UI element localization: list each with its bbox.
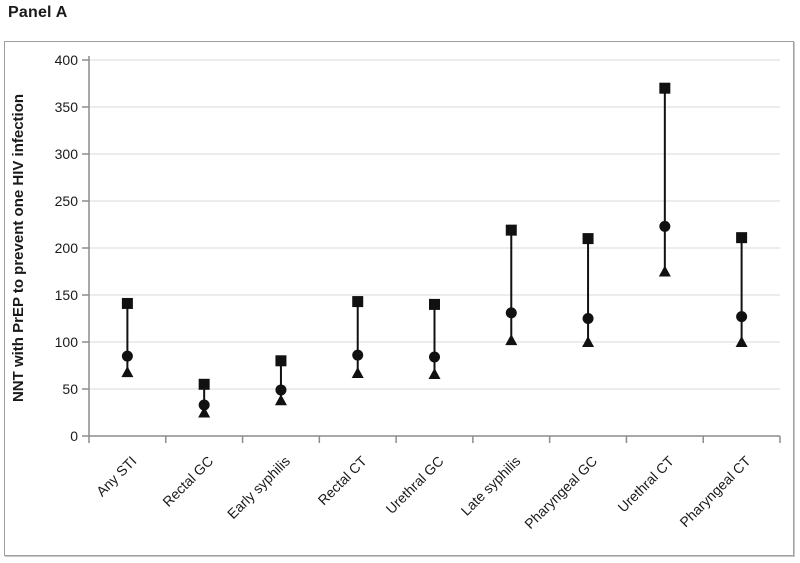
marker-triangle-lower <box>505 334 518 346</box>
x-category-label: Pharyngeal GC <box>521 453 600 532</box>
y-axis-title: NNT with PrEP to prevent one HIV infecti… <box>10 94 27 402</box>
marker-triangle-lower <box>658 265 671 277</box>
x-category-label: Urethral CT <box>614 453 677 516</box>
marker-triangle-lower <box>735 336 748 347</box>
marker-square-upper <box>121 297 133 309</box>
marker-square-upper <box>198 378 210 390</box>
marker-circle-mid <box>275 384 287 396</box>
x-category-label: Rectal GC <box>159 453 216 510</box>
y-tick-label: 300 <box>55 146 79 162</box>
marker-square-upper <box>275 355 287 367</box>
marker-square-upper <box>429 298 440 310</box>
marker-triangle-lower <box>351 367 364 379</box>
marker-triangle-lower <box>274 394 287 406</box>
y-tick-label: 400 <box>55 52 79 68</box>
marker-square-upper <box>736 232 748 244</box>
x-category-label: Pharyngeal CT <box>676 452 754 530</box>
marker-square-upper <box>352 296 364 308</box>
marker-circle-mid <box>352 349 364 361</box>
y-tick-label: 200 <box>55 240 79 256</box>
marker-square-upper <box>659 82 671 94</box>
y-tick-label: 350 <box>55 99 79 115</box>
y-tick-label: 250 <box>55 193 79 209</box>
panel-title: Panel A <box>8 4 68 21</box>
marker-circle-mid <box>429 351 440 363</box>
x-category-label: Early syphilis <box>224 453 293 522</box>
marker-circle-mid <box>659 220 671 232</box>
marker-triangle-lower <box>582 336 595 347</box>
marker-square-upper <box>505 224 517 236</box>
x-category-label: Rectal CT <box>315 452 371 508</box>
marker-square-upper <box>582 233 594 245</box>
x-category-label: Late syphilis <box>458 453 524 519</box>
marker-triangle-lower <box>428 367 441 379</box>
y-tick-label: 100 <box>55 334 79 350</box>
marker-circle-mid <box>121 350 133 362</box>
x-category-label: Urethral GC <box>382 453 446 517</box>
y-tick-label: 0 <box>70 428 78 444</box>
chart-frame: 0 50 100 150 200 250 300 350 400 Any STI Rectal GC… <box>4 41 794 556</box>
marker-circle-mid <box>505 307 517 319</box>
marker-circle-mid <box>198 399 210 411</box>
marker-circle-mid <box>582 313 594 324</box>
marker-triangle-lower <box>121 366 134 378</box>
x-category-label: Any STI <box>93 453 140 500</box>
marker-circle-mid <box>736 311 748 323</box>
y-tick-label: 50 <box>62 381 78 397</box>
chart-svg: 0 50 100 150 200 250 300 350 400 Any STI Rectal GC… <box>10 52 781 532</box>
y-tick-label: 150 <box>55 287 79 303</box>
marker-triangle-lower <box>198 406 211 418</box>
